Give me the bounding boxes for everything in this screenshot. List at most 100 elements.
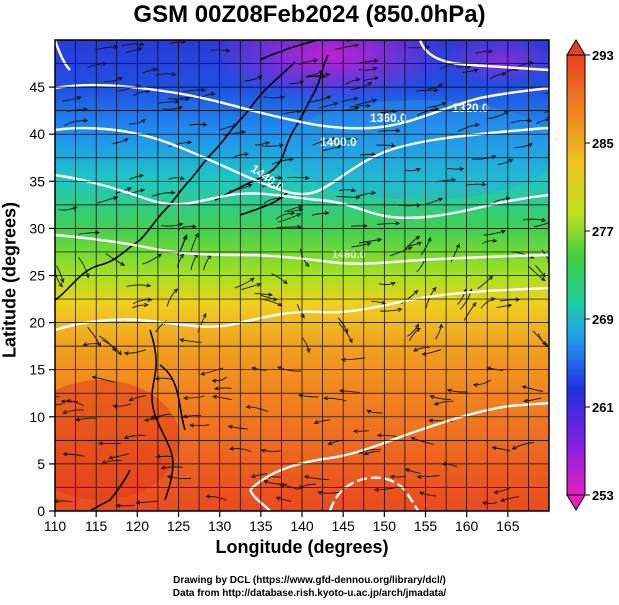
stream-line xyxy=(457,289,466,305)
y-tick-label: 0 xyxy=(37,503,45,519)
stream-line xyxy=(482,240,497,245)
stream-arrowhead xyxy=(260,448,266,453)
colorbar-tick-label: 269 xyxy=(592,312,614,327)
stream-arrowhead xyxy=(559,89,563,92)
stream-line xyxy=(497,159,513,166)
stream-arrowhead xyxy=(562,109,566,112)
stream-line xyxy=(223,131,245,136)
stream-line xyxy=(430,395,452,401)
stream-line xyxy=(180,339,202,343)
stream-arrowhead xyxy=(354,43,360,48)
colorbar-tick-label: 285 xyxy=(592,136,614,151)
credit-drawing: Drawing by DCL (https://www.gfd-dennou.o… xyxy=(173,575,446,586)
stream-line xyxy=(75,417,97,421)
stream-line xyxy=(277,213,301,223)
stream-arrowhead xyxy=(212,394,218,399)
stream-arrowhead xyxy=(340,357,346,362)
stream-arrowhead xyxy=(371,190,377,196)
stream-arrowhead xyxy=(108,455,114,460)
stream-arrowhead xyxy=(366,242,372,247)
stream-line xyxy=(276,497,292,502)
stream-arrowhead xyxy=(482,501,487,506)
stream-line xyxy=(182,89,206,93)
stream-line xyxy=(486,110,509,120)
stream-line xyxy=(447,389,468,393)
stream-arrowhead xyxy=(372,98,378,103)
x-tick-label: 140 xyxy=(290,518,314,534)
stream-arrowhead xyxy=(143,417,149,423)
stream-arrowhead xyxy=(313,419,319,424)
stream-line xyxy=(142,68,157,74)
stream-arrowhead xyxy=(491,445,497,451)
stream-arrowhead xyxy=(147,297,153,302)
stream-arrowhead xyxy=(330,136,336,142)
stream-line xyxy=(512,442,534,450)
stream-line xyxy=(407,324,419,337)
stream-arrowhead xyxy=(446,388,452,393)
x-axis-title: Longitude (degrees) xyxy=(215,537,389,557)
stream-arrowhead xyxy=(352,429,358,434)
stream-line xyxy=(129,394,147,401)
stream-line xyxy=(336,195,360,198)
stream-arrowhead xyxy=(366,35,370,38)
stream-line xyxy=(78,232,99,235)
stream-line xyxy=(364,450,380,455)
stream-line xyxy=(514,143,533,149)
stream-line xyxy=(287,176,309,179)
stream-line xyxy=(307,74,330,78)
stream-line xyxy=(263,96,285,99)
stream-line xyxy=(404,168,421,172)
stream-arrowhead xyxy=(472,382,478,388)
x-tick-label: 145 xyxy=(331,518,355,534)
stream-line xyxy=(350,82,372,91)
stream-line xyxy=(355,99,377,106)
stream-line xyxy=(351,242,371,248)
stream-arrowhead xyxy=(41,404,45,407)
x-tick-label: 110 xyxy=(44,518,67,534)
stream-arrowhead xyxy=(249,277,255,283)
stream-line xyxy=(109,453,129,459)
stream-arrowhead xyxy=(55,498,59,504)
stream-line xyxy=(302,337,310,353)
stream-arrowhead xyxy=(404,468,410,473)
stream-arrowhead xyxy=(75,417,81,422)
stream-arrowhead xyxy=(493,490,499,495)
y-axis-ticks: 0 5 10 15 20 25 30 35 40 45 xyxy=(29,79,55,519)
stream-line xyxy=(55,395,60,398)
stream-arrowhead xyxy=(540,276,546,282)
cold-core xyxy=(210,40,450,100)
stream-arrowhead xyxy=(38,396,42,399)
stream-arrowhead xyxy=(298,393,304,398)
stream-line xyxy=(102,460,122,464)
stream-arrowhead xyxy=(140,188,146,193)
stream-arrowhead xyxy=(211,378,217,384)
stream-arrowhead xyxy=(212,34,216,37)
stream-line xyxy=(490,73,506,80)
stream-line xyxy=(206,496,227,501)
stream-line xyxy=(349,105,371,108)
stream-arrowhead xyxy=(113,44,119,49)
stream-arrowhead xyxy=(263,480,269,485)
stream-line xyxy=(131,304,148,309)
colorbar-tick-label: 261 xyxy=(592,400,614,415)
stream-arrowhead xyxy=(313,58,319,63)
stream-arrowhead xyxy=(120,261,126,266)
stream-line xyxy=(338,323,353,343)
stream-arrowhead xyxy=(508,158,514,164)
stream-arrowhead xyxy=(152,67,158,72)
stream-arrowhead xyxy=(326,95,332,100)
stream-arrowhead xyxy=(355,77,361,82)
contour-label: 1480.0 xyxy=(332,249,366,261)
stream-line xyxy=(142,253,162,265)
stream-arrowhead xyxy=(112,404,118,409)
stream-arrowhead xyxy=(425,45,431,50)
stream-line xyxy=(166,288,178,307)
stream-line xyxy=(262,298,282,307)
x-tick-label: 125 xyxy=(167,518,191,534)
stream-line xyxy=(203,254,212,271)
stream-arrowhead xyxy=(244,151,250,157)
stream-line xyxy=(261,177,282,181)
colorbar-tick-label: 293 xyxy=(592,48,614,63)
stream-arrowhead xyxy=(515,297,521,302)
stream-line xyxy=(336,138,357,142)
